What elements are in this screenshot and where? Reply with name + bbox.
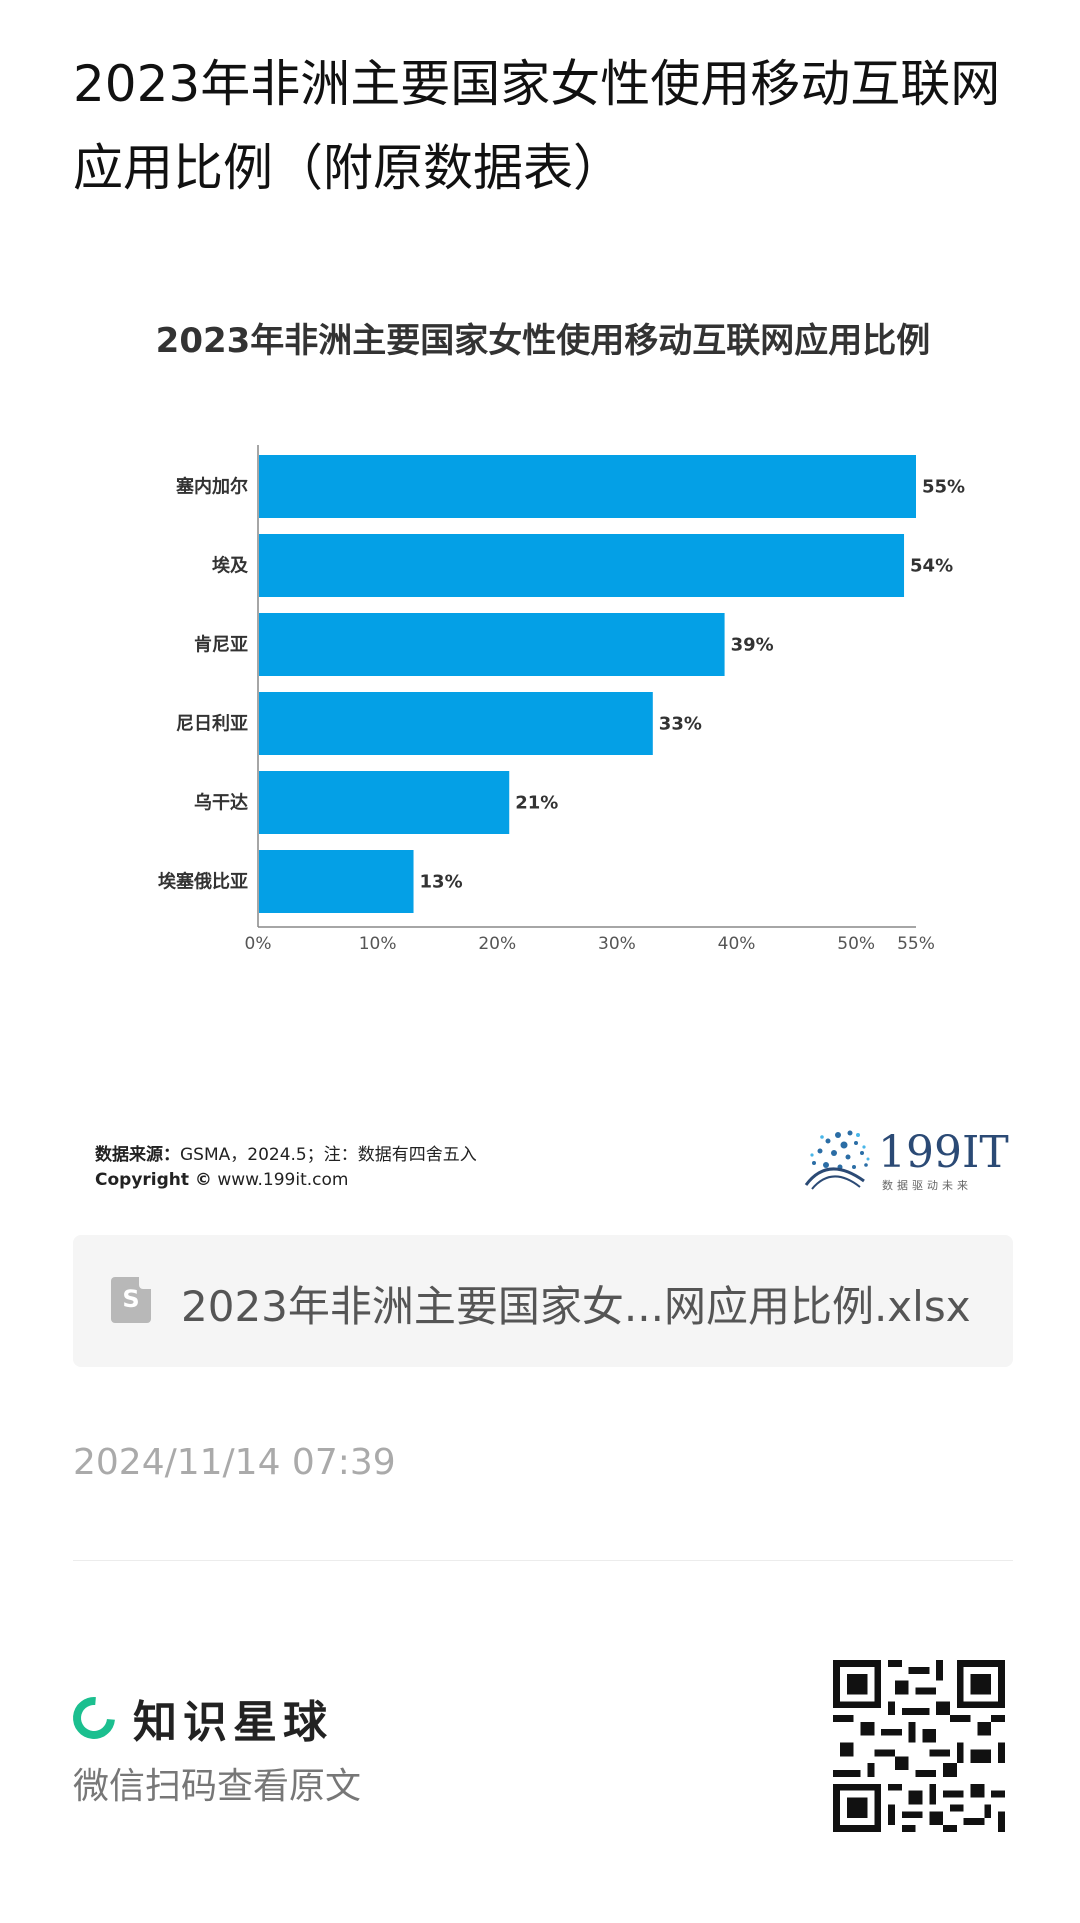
x-tick-label: 55%	[897, 934, 935, 954]
dots-logo-icon	[804, 1130, 870, 1190]
chart-copyright: Copyright © www.199it.com	[95, 1170, 348, 1190]
bar-chart: 塞内加尔 55% 埃及 54% 肯尼亚 39% 尼日利亚 33% 乌干达 21% 埃塞俄比亚 13% 0…	[158, 445, 965, 954]
data-label: 54%	[910, 556, 953, 577]
spreadsheet-file-icon: S	[111, 1277, 151, 1323]
copyright-label: Copyright ©	[95, 1170, 212, 1190]
category-label: 埃及	[212, 555, 249, 577]
x-tick-label: 30%	[598, 934, 636, 954]
data-label: 21%	[515, 793, 558, 814]
bar	[259, 613, 725, 676]
scan-hint: 微信扫码查看原文	[73, 1766, 362, 1807]
category-label: 埃塞俄比亚	[158, 871, 248, 893]
bar	[259, 534, 905, 597]
data-label: 39%	[731, 635, 774, 656]
x-tick-label: 40%	[718, 934, 756, 954]
bar	[259, 692, 653, 755]
source-text: GSMA，2024.5；注：数据有四舍五入	[180, 1145, 477, 1165]
x-tick-label: 0%	[245, 934, 272, 954]
copyright-text: www.199it.com	[211, 1170, 349, 1190]
x-tick-label: 20%	[478, 934, 516, 954]
category-label: 肯尼亚	[194, 634, 248, 656]
post-timestamp: 2024/11/14 07:39	[73, 1442, 396, 1483]
bar	[259, 455, 916, 518]
footer-brand: 知识星球	[133, 1697, 333, 1748]
page-title: 2023年非洲主要国家女性使用移动互联网应用比例（附原数据表）	[73, 55, 1001, 197]
brand-tagline: 数据驱动未来	[882, 1179, 972, 1192]
x-tick-label: 10%	[359, 934, 397, 954]
bar	[259, 850, 414, 913]
brand-name: 199IT	[878, 1127, 1009, 1178]
zsxq-logo: 知识星球	[64, 1686, 333, 1750]
brand-logo-199it: 199IT 数据驱动未来	[798, 1125, 1009, 1195]
chart-image: 2023年非洲主要国家女性使用移动互联网应用比例 塞内加尔 55% 埃及 54% 肯尼亚…	[73, 285, 1013, 1215]
attachment-file-name: 2023年非洲主要国家女...网应用比例.xlsx	[181, 1282, 971, 1331]
data-label: 13%	[420, 872, 463, 893]
category-label: 尼日利亚	[176, 713, 248, 735]
chart-source: 数据来源：GSMA，2024.5；注：数据有四舍五入	[95, 1140, 477, 1165]
category-label: 塞内加尔	[176, 476, 248, 498]
divider	[73, 1560, 1013, 1561]
planet-ring-icon	[64, 1688, 124, 1748]
category-label: 乌干达	[194, 792, 248, 814]
chart-title: 2023年非洲主要国家女性使用移动互联网应用比例	[155, 321, 931, 361]
x-tick-label: 50%	[837, 934, 875, 954]
file-icon-letter: S	[122, 1285, 140, 1313]
source-label: 数据来源：	[95, 1145, 180, 1165]
data-label: 33%	[659, 714, 702, 735]
qr-code-icon[interactable]	[833, 1660, 1005, 1832]
attachment-file-card[interactable]: S 2023年非洲主要国家女...网应用比例.xlsx	[73, 1235, 1013, 1367]
bar	[259, 771, 510, 834]
data-label: 55%	[922, 477, 965, 498]
